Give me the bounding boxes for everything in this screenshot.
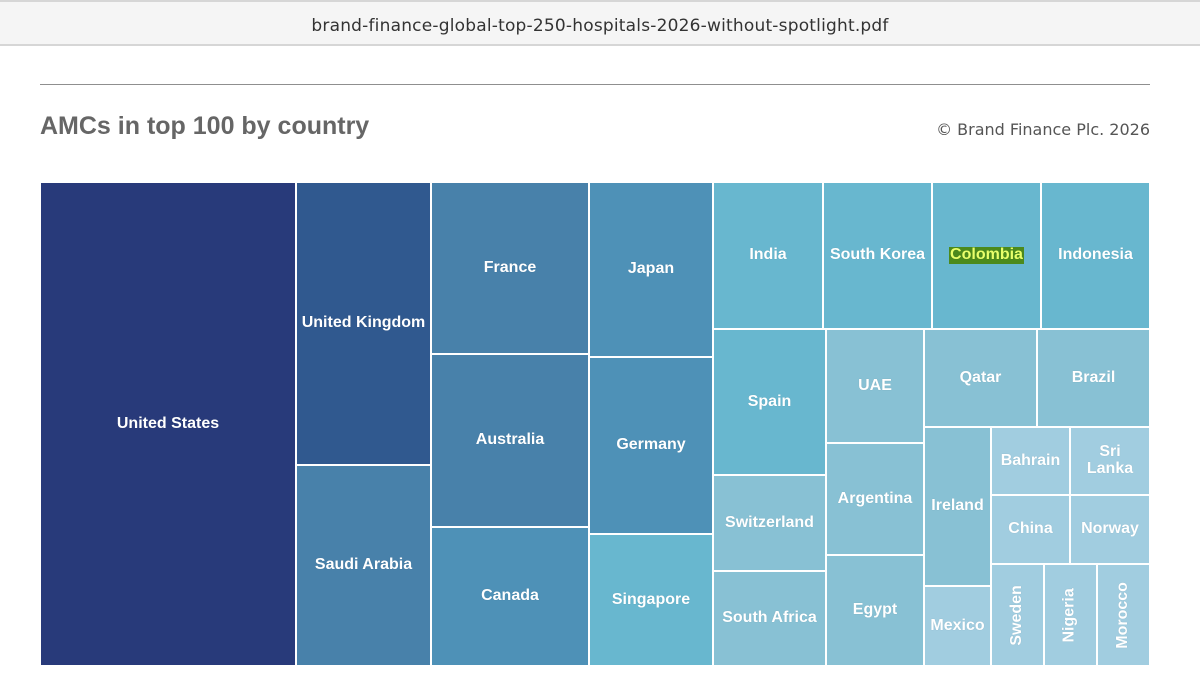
tile-label-qatar: Qatar — [959, 368, 1002, 386]
viewer-titlebar: brand-finance-global-top-250-hospitals-2… — [0, 0, 1200, 46]
treemap-tile-india: India — [713, 182, 823, 329]
treemap-tile-egypt: Egypt — [826, 555, 924, 666]
treemap-tile-morocco: Morocco — [1097, 564, 1150, 666]
tile-label-australia: Australia — [475, 431, 545, 449]
tile-label-india: India — [749, 246, 787, 264]
treemap-tile-qatar: Qatar — [924, 329, 1037, 427]
tile-label-sri-lanka: Sri Lanka — [1086, 443, 1134, 477]
tile-label-canada: Canada — [481, 587, 539, 605]
treemap-tile-canada: Canada — [431, 527, 589, 666]
tile-label-united-kingdom: United Kingdom — [301, 314, 426, 332]
treemap-tile-singapore: Singapore — [589, 534, 713, 666]
treemap-tile-norway: Norway — [1070, 495, 1150, 564]
treemap-tile-south-korea: South Korea — [823, 182, 932, 329]
tile-label-germany: Germany — [616, 436, 686, 454]
tile-label-argentina: Argentina — [837, 489, 913, 507]
treemap-tile-australia: Australia — [431, 354, 589, 527]
treemap-tile-switzerland: Switzerland — [713, 475, 826, 571]
treemap-tile-ireland: Ireland — [924, 427, 991, 586]
tile-label-uae: UAE — [858, 376, 892, 394]
chart-title: AMCs in top 100 by country — [40, 112, 370, 140]
header-divider — [40, 84, 1150, 85]
treemap-tile-indonesia: Indonesia — [1041, 182, 1150, 329]
treemap-tile-saudi-arabia: Saudi Arabia — [296, 465, 431, 666]
tile-label-switzerland: Switzerland — [725, 513, 814, 531]
tile-label-china: China — [1008, 520, 1053, 538]
treemap-tile-china: China — [991, 495, 1070, 564]
tile-label-indonesia: Indonesia — [1058, 246, 1133, 264]
treemap-tile-argentina: Argentina — [826, 443, 924, 555]
copyright-notice: © Brand Finance Plc. 2026 — [936, 120, 1150, 139]
tile-label-south-africa: South Africa — [722, 609, 817, 627]
treemap-tile-colombia: Colombia — [932, 182, 1041, 329]
document-filename: brand-finance-global-top-250-hospitals-2… — [311, 16, 889, 36]
tile-label-spain: Spain — [747, 392, 792, 410]
treemap-tile-united-states: United States — [40, 182, 296, 666]
tile-label-ireland: Ireland — [931, 497, 984, 515]
tile-label-sweden: Sweden — [1008, 584, 1026, 646]
treemap-tile-germany: Germany — [589, 357, 713, 534]
treemap-tile-sri-lanka: Sri Lanka — [1070, 427, 1150, 495]
tile-label-united-states: United States — [116, 414, 220, 432]
treemap-tile-nigeria: Nigeria — [1044, 564, 1097, 666]
treemap-tile-spain: Spain — [713, 329, 826, 475]
tile-label-singapore: Singapore — [611, 590, 691, 608]
tile-label-colombia: Colombia — [949, 246, 1024, 264]
tile-label-morocco: Morocco — [1114, 581, 1132, 649]
tile-label-japan: Japan — [627, 260, 675, 278]
tile-label-egypt: Egypt — [852, 601, 898, 619]
treemap-tile-brazil: Brazil — [1037, 329, 1150, 427]
tile-label-norway: Norway — [1081, 520, 1139, 538]
treemap-tile-france: France — [431, 182, 589, 354]
treemap-tile-sweden: Sweden — [991, 564, 1044, 666]
tile-label-brazil: Brazil — [1071, 368, 1116, 386]
treemap-tile-bahrain: Bahrain — [991, 427, 1070, 495]
tile-label-nigeria: Nigeria — [1061, 587, 1079, 643]
tile-label-bahrain: Bahrain — [1000, 451, 1061, 469]
treemap-tile-south-africa: South Africa — [713, 571, 826, 666]
treemap-tile-japan: Japan — [589, 182, 713, 357]
tile-label-france: France — [483, 258, 537, 276]
treemap-tile-uae: UAE — [826, 329, 924, 443]
treemap-tile-mexico: Mexico — [924, 586, 991, 666]
tile-label-saudi-arabia: Saudi Arabia — [314, 556, 413, 574]
treemap-tile-united-kingdom: United Kingdom — [296, 182, 431, 465]
tile-label-south-korea: South Korea — [829, 246, 926, 264]
tile-label-mexico: Mexico — [930, 616, 985, 634]
